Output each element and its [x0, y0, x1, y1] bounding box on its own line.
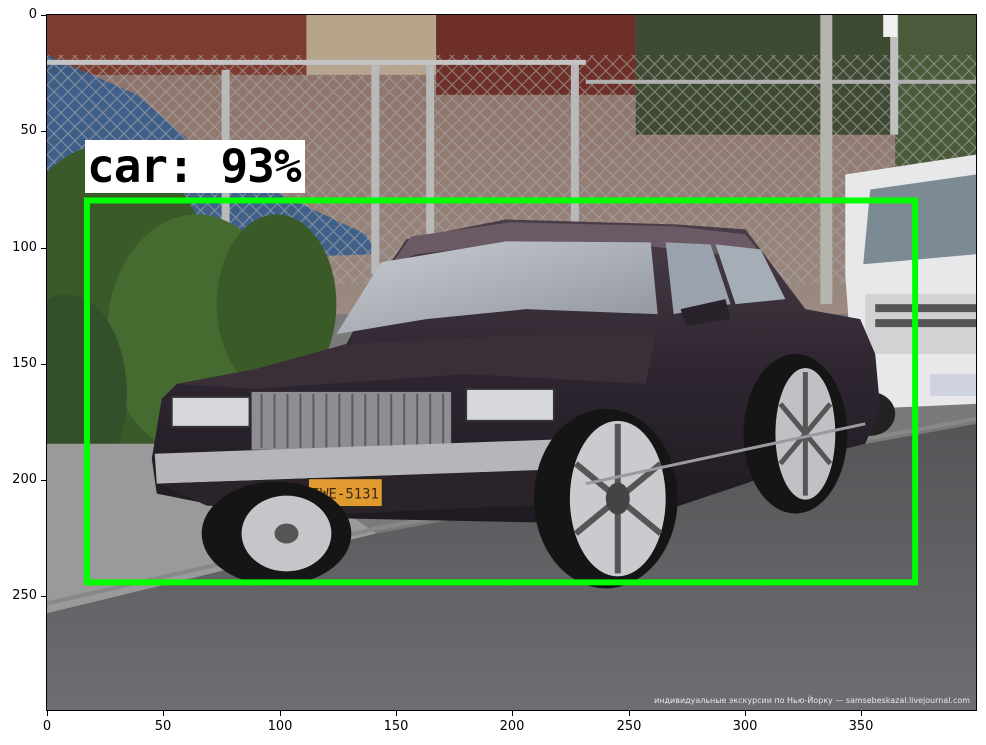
x-tick	[280, 711, 281, 716]
y-tick	[41, 364, 46, 365]
y-tick-label: 50	[20, 123, 37, 138]
image-axes: IWE-5131	[46, 14, 977, 711]
detection-bounding-box	[83, 197, 919, 586]
x-tick-label: 250	[616, 719, 642, 734]
x-tick	[47, 711, 48, 716]
y-tick	[41, 131, 46, 132]
y-tick-label: 150	[12, 356, 37, 371]
y-tick-label: 100	[12, 240, 37, 255]
photo-watermark: индивидуальные экскурсии по Нью-Йорку — …	[654, 694, 970, 705]
y-tick	[41, 480, 46, 481]
x-tick	[745, 711, 746, 716]
detection-label: car: 93%	[85, 140, 305, 193]
x-tick-label: 200	[499, 719, 525, 734]
x-tick	[396, 711, 397, 716]
x-tick	[163, 711, 164, 716]
y-tick	[41, 596, 46, 597]
x-tick	[861, 711, 862, 716]
x-tick	[629, 711, 630, 716]
street-photo: IWE-5131	[47, 15, 976, 710]
x-tick	[512, 711, 513, 716]
y-tick	[41, 15, 46, 16]
y-tick	[41, 248, 46, 249]
x-tick-label: 0	[42, 719, 52, 734]
x-tick-label: 100	[267, 719, 293, 734]
x-tick-label: 300	[732, 719, 758, 734]
x-tick-label: 350	[848, 719, 874, 734]
y-tick-label: 200	[12, 472, 37, 487]
y-tick-label: 250	[12, 588, 37, 603]
x-tick-label: 150	[383, 719, 409, 734]
y-tick-label: 0	[28, 7, 37, 22]
x-tick-label: 50	[154, 719, 172, 734]
